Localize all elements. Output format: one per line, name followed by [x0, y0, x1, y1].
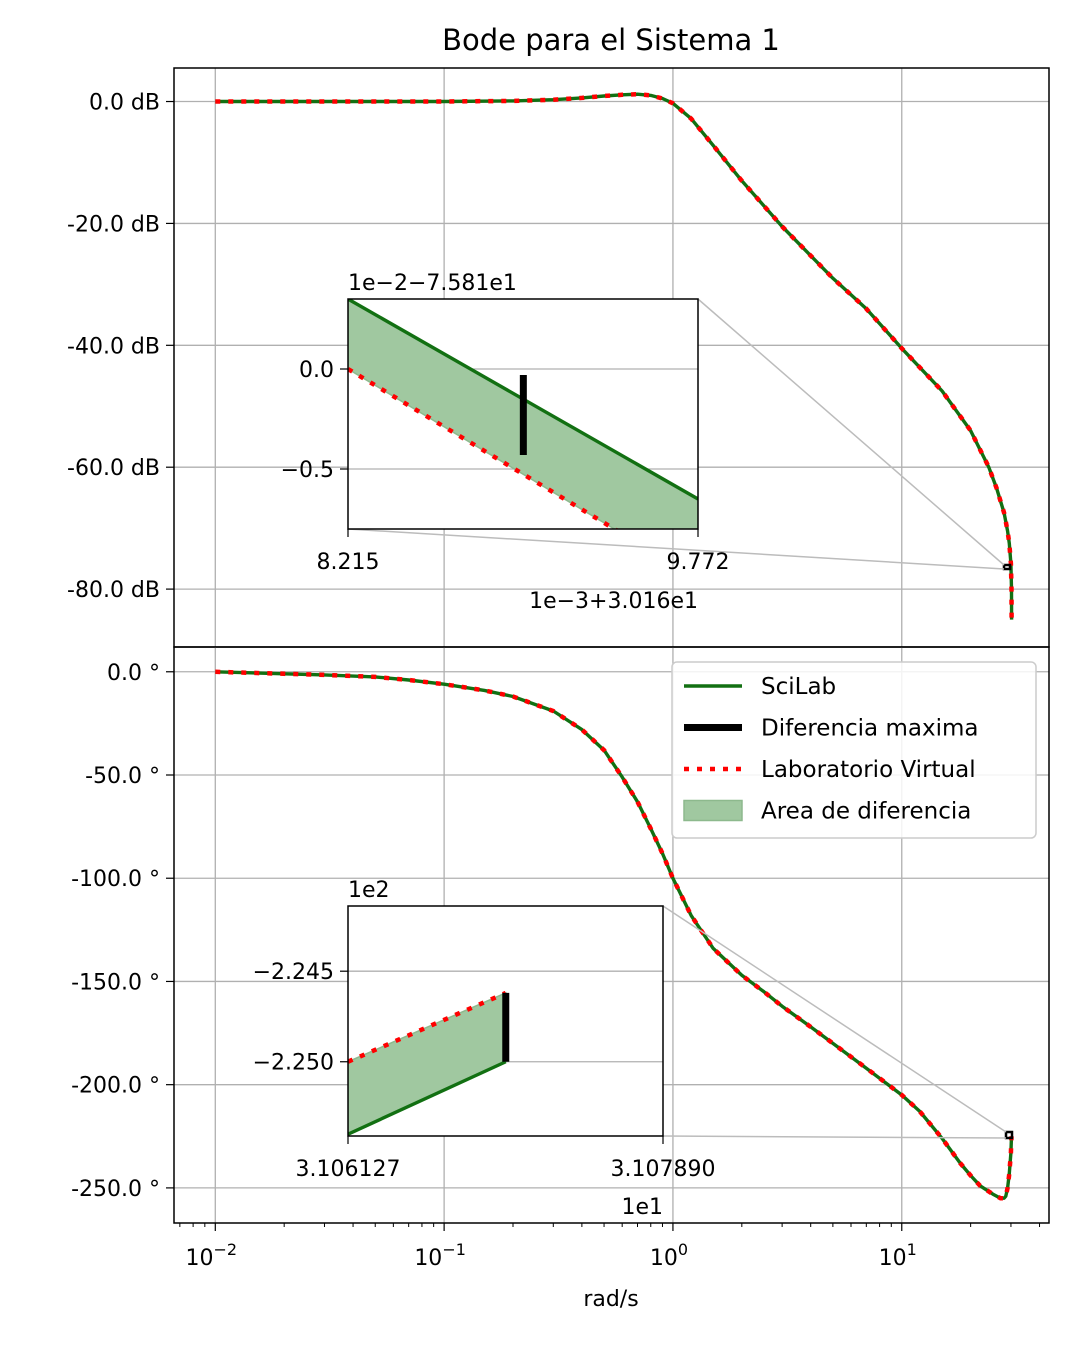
magnitude-panel: 0.0 dB -20.0 dB -40.0 dB -60.0 dB -80.0 dB 0.… [67, 67, 1050, 648]
phase-panel: 0.0 ° -50.0 ° -100.0 ° -150.0 ° -200.0 ° -250… [71, 646, 1050, 1224]
x-tick-label: 10−2 [185, 1240, 237, 1271]
phase-inset-y-offset: 1e2 [348, 878, 390, 903]
mag-inset-ytick-label: 0.0 [299, 358, 334, 383]
mag-inset-virtual-line [348, 367, 619, 529]
phase-inset-ytick-label: −2.245 [253, 960, 334, 985]
phase-ytick-label: -200.0 ° [71, 1074, 160, 1099]
legend-label: Laboratorio Virtual [761, 757, 976, 783]
x-axis-label: rad/s [583, 1287, 638, 1312]
mag-connector-line [697, 298, 1005, 566]
mag-inset-y-offset: 1e−2−7.581e1 [348, 271, 517, 296]
mag-inset-plot [348, 299, 698, 529]
mag-ytick-label: -20.0 dB [67, 212, 160, 237]
mag-zoom-region [1002, 563, 1012, 571]
phase-ytick-label: -50.0 ° [85, 764, 160, 789]
mag-ytick-label: -60.0 dB [67, 456, 160, 481]
mag-ytick-label: 0.0 dB [89, 91, 160, 116]
phase-ytick-label: -100.0 ° [71, 867, 160, 892]
mag-inset-ytick-label: −0.5 [281, 458, 334, 483]
legend: SciLab Diferencia maxima Laboratorio Virtu… [671, 661, 1037, 839]
phase-ytick-label: -150.0 ° [71, 970, 160, 995]
mag-inset-xtick-label: 8.215 [317, 550, 380, 575]
phase-inset-scilab-line [348, 1060, 507, 1136]
phase-inset-frame [347, 905, 664, 1137]
phase-inset-xtick-label: 3.106127 [296, 1157, 401, 1182]
mag-scilab-line [215, 92, 1014, 620]
phase-ytick-label: 0.0 ° [107, 661, 160, 686]
mag-ytick-label: -40.0 dB [67, 334, 160, 359]
legend-label: SciLab [761, 674, 836, 700]
phase-zoom-region [1004, 1130, 1014, 1140]
phase-inset-x-offset: 1e1 [621, 1195, 663, 1220]
x-tick-label: 100 [650, 1240, 688, 1271]
phase-connector-line [662, 1135, 1007, 1139]
phase-inset-xtick-label: 3.107890 [611, 1157, 716, 1182]
mag-inset-x-offset: 1e−3+3.016e1 [529, 589, 698, 614]
mag-ytick-label: -80.0 dB [67, 578, 160, 603]
x-tick-label: 10−1 [414, 1240, 466, 1271]
x-tick-label: 101 [879, 1240, 917, 1271]
phase-inset-virtual-line [348, 990, 507, 1064]
legend-frame [671, 661, 1037, 839]
legend-label: Diferencia maxima [761, 716, 978, 742]
phase-inset-ytick-label: −2.250 [253, 1051, 334, 1076]
phase-axes-frame [173, 646, 1050, 1224]
chart-title: Bode para el Sistema 1 [442, 23, 780, 57]
x-axis-ticks: 10−2 10−1 100 101 [179, 1223, 1041, 1271]
legend-label: Area de diferencia [761, 799, 971, 825]
mag-inset-frame [347, 298, 699, 530]
phase-virtual-line [215, 669, 1014, 1201]
phase-inset-plot [348, 970, 663, 1136]
legend-swatch-area [683, 799, 743, 822]
phase-connector-line [662, 905, 1007, 1133]
phase-ytick-label: -250.0 ° [71, 1177, 160, 1202]
mag-inset-xtick-label: 9.772 [667, 550, 730, 575]
mag-connector-line [347, 528, 1005, 570]
